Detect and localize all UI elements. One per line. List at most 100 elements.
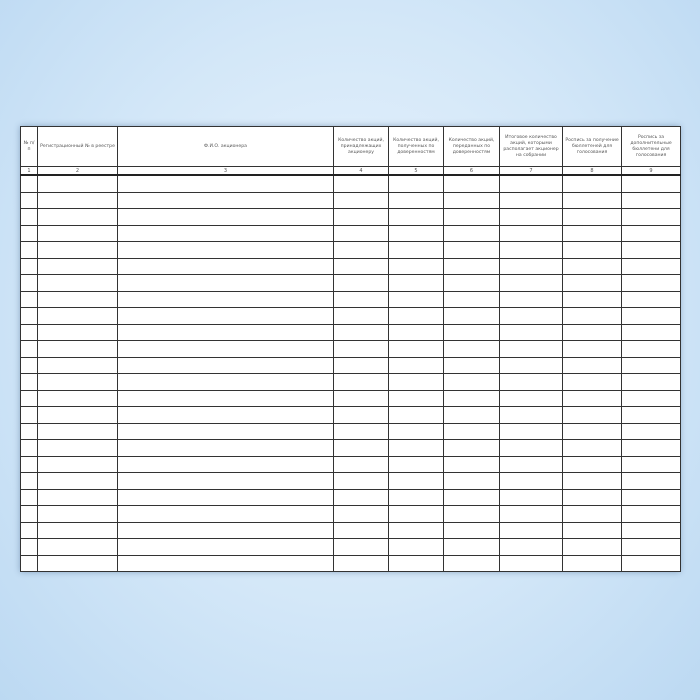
table-cell (37, 323, 118, 341)
table-cell (117, 257, 334, 275)
table-cell (37, 373, 118, 391)
column-number: 8 (562, 166, 622, 176)
table-cell (117, 521, 334, 539)
table-cell (621, 191, 681, 209)
table-cell (621, 290, 681, 308)
table-row (20, 521, 681, 539)
table-cell (621, 455, 681, 473)
table-cell (562, 422, 622, 440)
table-cell (333, 505, 389, 523)
column-number: 6 (443, 166, 500, 176)
table-cell (388, 174, 444, 193)
table-cell (37, 554, 118, 572)
table-cell (621, 439, 681, 457)
table-cell (443, 290, 500, 308)
column-number: 7 (499, 166, 563, 176)
column-number: 4 (333, 166, 389, 176)
table-cell (333, 554, 389, 572)
table-cell (562, 307, 622, 325)
table-cell (499, 505, 563, 523)
table-cell (621, 307, 681, 325)
table-row (20, 191, 681, 209)
column-header: Количество акций, переданных по доверенн… (443, 126, 500, 167)
table-row (20, 340, 681, 358)
table-cell (117, 439, 334, 457)
table-cell (388, 208, 444, 226)
table-cell (37, 505, 118, 523)
table-cell (37, 406, 118, 424)
table-cell (443, 174, 500, 193)
table-cell (499, 340, 563, 358)
table-cell (621, 488, 681, 506)
table-cell (37, 488, 118, 506)
table-cell (388, 373, 444, 391)
register-sheet: № п/п Регистрационный № в реестре Ф.И.О.… (20, 126, 681, 572)
table-cell (443, 274, 500, 292)
table-cell (20, 389, 38, 407)
table-cell (443, 505, 500, 523)
table-cell (333, 406, 389, 424)
column-header: Роспись за дополнительные бюллетени для … (621, 126, 681, 167)
table-cell (117, 174, 334, 193)
table-cell (20, 307, 38, 325)
table-cell (499, 538, 563, 556)
table-cell (621, 208, 681, 226)
table-cell (443, 472, 500, 490)
table-cell (499, 274, 563, 292)
table-cell (117, 538, 334, 556)
table-cell (20, 472, 38, 490)
table-cell (621, 340, 681, 358)
table-cell (117, 505, 334, 523)
table-cell (562, 521, 622, 539)
table-cell (20, 373, 38, 391)
table-cell (499, 389, 563, 407)
table-cell (37, 191, 118, 209)
table-cell (37, 455, 118, 473)
table-cell (621, 422, 681, 440)
table-cell (562, 505, 622, 523)
table-cell (333, 340, 389, 358)
table-cell (499, 554, 563, 572)
table-cell (562, 373, 622, 391)
table-cell (117, 389, 334, 407)
table-cell (443, 521, 500, 539)
table-cell (562, 323, 622, 341)
table-cell (443, 455, 500, 473)
table-cell (388, 307, 444, 325)
table-cell (621, 538, 681, 556)
table-cell (443, 422, 500, 440)
table-cell (621, 521, 681, 539)
column-header: Регистрационный № в реестре (37, 126, 118, 167)
table-cell (37, 307, 118, 325)
table-cell (333, 455, 389, 473)
table-row (20, 274, 681, 292)
table-cell (117, 191, 334, 209)
table-cell (562, 290, 622, 308)
table-cell (562, 241, 622, 259)
table-cell (388, 521, 444, 539)
table-cell (117, 422, 334, 440)
table-cell (333, 290, 389, 308)
table-cell (20, 323, 38, 341)
column-header: Количество акций, полученных по доверенн… (388, 126, 444, 167)
table-cell (443, 257, 500, 275)
table-cell (37, 274, 118, 292)
table-cell (37, 208, 118, 226)
table-row (20, 554, 681, 572)
table-cell (562, 389, 622, 407)
table-cell (499, 174, 563, 193)
table-row (20, 538, 681, 556)
table-cell (333, 274, 389, 292)
table-cell (20, 422, 38, 440)
table-row (20, 406, 681, 424)
table-cell (388, 274, 444, 292)
table-cell (499, 307, 563, 325)
column-header: Ф.И.О. акционера (117, 126, 334, 167)
table-row (20, 505, 681, 523)
table-row (20, 224, 681, 242)
column-header: Количество акций, принадлежащих акционер… (333, 126, 389, 167)
table-cell (333, 208, 389, 226)
table-cell (562, 488, 622, 506)
table-cell (333, 439, 389, 457)
table-row (20, 290, 681, 308)
